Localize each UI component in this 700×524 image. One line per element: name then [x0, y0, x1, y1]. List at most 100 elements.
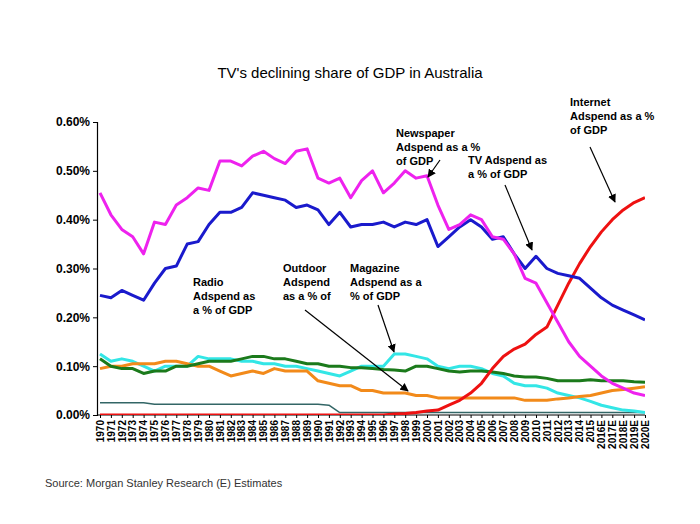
- x-tick: 2005: [476, 415, 487, 442]
- x-tick-label: 2015: [585, 420, 596, 443]
- y-tick-label: 0.10%: [56, 360, 90, 374]
- annotation: OutdoorAdspendas a % of: [283, 262, 331, 302]
- x-tick: 2008: [509, 415, 520, 442]
- x-tick: 2017E: [607, 415, 618, 449]
- x-tick: 1983: [236, 415, 247, 442]
- x-tick-label: 1973: [127, 420, 138, 443]
- x-tick-mark: [460, 415, 461, 418]
- x-tick: 1992: [335, 415, 346, 442]
- x-tick-mark: [601, 415, 602, 418]
- x-tick-label: 1983: [236, 420, 247, 443]
- x-tick: 1997: [389, 415, 400, 442]
- x-tick: 2006: [487, 415, 498, 442]
- x-tick-label: 1970: [95, 420, 106, 443]
- x-tick: 2014: [574, 415, 585, 442]
- x-tick: 2020E: [640, 415, 651, 449]
- x-tick-mark: [318, 415, 319, 418]
- x-tick-mark: [155, 415, 156, 418]
- x-tick-mark: [405, 415, 406, 418]
- annotation-line: of GDP: [396, 155, 433, 167]
- x-tick-mark: [536, 415, 537, 418]
- x-tick-mark: [438, 415, 439, 418]
- x-tick-mark: [547, 415, 548, 418]
- x-tick-mark: [427, 415, 428, 418]
- y-tick: 0.50%: [56, 164, 97, 178]
- x-tick-mark: [394, 415, 395, 418]
- x-tick-label: 1996: [378, 420, 389, 443]
- y-axis: 0.00% 0.10% 0.20% 0.30% 0.40% 0.50% 0.60%: [56, 115, 98, 422]
- annotation-line: Adspend as a %: [570, 110, 655, 122]
- x-tick: 1977: [171, 415, 182, 442]
- chart: TV's declining share of GDP in Australia…: [0, 0, 700, 524]
- x-tick: 2011: [542, 415, 553, 442]
- x-tick-label: 1993: [345, 420, 356, 443]
- x-tick-mark: [362, 415, 363, 418]
- background: [0, 0, 700, 524]
- x-tick-label: 1986: [269, 420, 280, 443]
- x-tick-mark: [187, 415, 188, 418]
- x-tick: 1989: [302, 415, 313, 442]
- x-tick-label: 1980: [204, 420, 215, 443]
- x-tick-mark: [580, 415, 581, 418]
- x-tick: 1976: [160, 415, 171, 442]
- x-tick: 1984: [247, 415, 258, 442]
- x-tick: 2015: [585, 415, 596, 442]
- y-tick: 0.00%: [56, 408, 97, 422]
- annotations: NewspaperAdspend as a %of GDPInternetAds…: [193, 96, 655, 391]
- annotation-line: Adspend as a %: [396, 141, 481, 153]
- annotation-line: Adspend as: [193, 290, 255, 302]
- annotation: InternetAdspend as a %of GDP: [570, 96, 655, 136]
- x-tick-mark: [471, 415, 472, 418]
- x-tick-label: 2000: [422, 420, 433, 443]
- x-tick-label: 2018E: [618, 420, 629, 449]
- y-tick-mark: [93, 366, 97, 367]
- x-tick: 1995: [367, 415, 378, 442]
- x-tick-label: 2019E: [629, 420, 640, 449]
- annotation: MagazineAdspend as a% of GDP: [350, 262, 422, 302]
- x-tick-label: 2016E: [596, 420, 607, 449]
- x-tick-label: 2008: [509, 420, 520, 443]
- x-tick-label: 2003: [454, 420, 465, 443]
- annotation-line: a % of GDP: [468, 168, 527, 180]
- annotation-line: a % of GDP: [193, 304, 252, 316]
- x-tick-label: 2010: [531, 420, 542, 443]
- x-tick: 1971: [106, 415, 117, 442]
- x-tick-mark: [612, 415, 613, 418]
- x-tick-mark: [525, 415, 526, 418]
- y-axis-line: [93, 123, 98, 416]
- plot-lines: [100, 149, 645, 415]
- y-tick-mark: [93, 317, 97, 318]
- x-tick: 2003: [454, 415, 465, 442]
- y-tick-label: 0.20%: [56, 311, 90, 325]
- annotation-line: Adspend as a: [350, 276, 422, 288]
- x-tick-mark: [591, 415, 592, 418]
- x-tick: 1970: [95, 415, 106, 442]
- y-tick-mark: [93, 220, 97, 221]
- x-tick-label: 1998: [400, 420, 411, 443]
- y-tick: 0.20%: [56, 311, 97, 325]
- x-tick: 1982: [226, 415, 237, 442]
- x-tick-label: 2012: [553, 420, 564, 443]
- x-tick: 2018E: [618, 415, 629, 449]
- x-tick-mark: [122, 415, 123, 418]
- x-tick: 1973: [127, 415, 138, 442]
- y-tick-label: 0.40%: [56, 213, 90, 227]
- annotation-line: Radio: [193, 276, 224, 288]
- y-tick: 0.30%: [56, 262, 97, 276]
- x-tick-label: 2001: [433, 420, 444, 443]
- x-tick-mark: [514, 415, 515, 418]
- x-tick: 1994: [356, 415, 367, 442]
- x-tick-label: 1984: [247, 420, 258, 443]
- x-tick-label: 2002: [444, 420, 455, 443]
- x-tick: 1975: [149, 415, 160, 442]
- x-tick-label: 1977: [171, 420, 182, 443]
- x-tick-mark: [416, 415, 417, 418]
- x-tick: 1972: [117, 415, 128, 442]
- x-tick-mark: [329, 415, 330, 418]
- y-tick: 0.40%: [56, 213, 97, 227]
- x-tick-mark: [209, 415, 210, 418]
- series-line: [100, 356, 645, 382]
- annotation-line: Internet: [570, 96, 611, 108]
- x-tick-mark: [623, 415, 624, 418]
- y-tick-label: 0.60%: [56, 115, 90, 129]
